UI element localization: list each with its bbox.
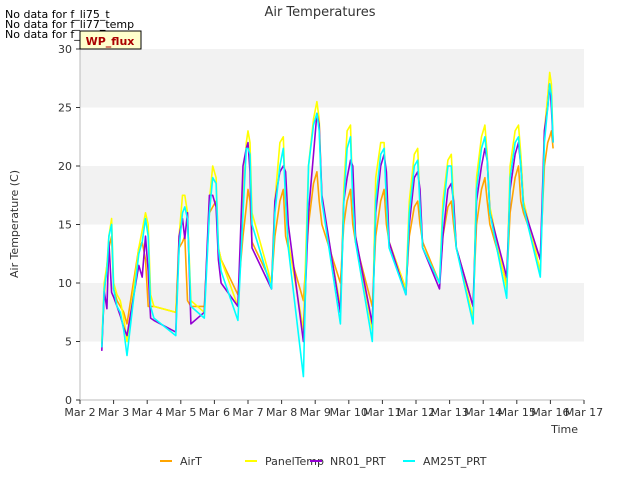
y-tick-label: 30 — [58, 43, 72, 56]
series-line-paneltemp — [101, 71, 554, 344]
x-tick-label: Mar 15 — [498, 406, 536, 419]
legend-item-nr01-prt[interactable]: NR01_PRT — [310, 455, 386, 468]
legend-item-airt[interactable]: AirT — [160, 455, 202, 468]
y-tick-label: 20 — [58, 160, 72, 173]
grid-band — [80, 341, 584, 400]
x-tick-label: Mar 5 — [165, 406, 196, 419]
y-tick-label: 25 — [58, 102, 72, 115]
x-tick-label: Mar 12 — [397, 406, 435, 419]
legend-item-am25t-prt[interactable]: AM25T_PRT — [403, 455, 487, 468]
x-tick-label: Mar 14 — [464, 406, 502, 419]
x-axis-label: Time — [550, 423, 578, 436]
legend-label: NR01_PRT — [330, 455, 386, 468]
x-tick-label: Mar 4 — [132, 406, 163, 419]
series-line-am25t-prt — [101, 83, 554, 378]
x-tick-label: Mar 11 — [363, 406, 401, 419]
grid-band — [80, 283, 584, 342]
y-tick-label: 5 — [65, 336, 72, 349]
series-line-airt — [101, 130, 554, 344]
x-tick-label: Mar 9 — [300, 406, 331, 419]
legend: AirT PanelTemp NR01_PRT AM25T_PRT — [160, 455, 487, 468]
grid-band — [80, 49, 584, 108]
legend-item-paneltemp[interactable]: PanelTemp — [245, 455, 324, 468]
legend-label: AirT — [180, 455, 202, 468]
grid-band — [80, 166, 584, 225]
y-tick-label: 10 — [58, 277, 72, 290]
no-data-notice: No data for f_li75_t — [5, 8, 110, 21]
x-tick-label: Mar 17 — [565, 406, 603, 419]
x-tick-label: Mar 7 — [232, 406, 263, 419]
x-tick-label: Mar 6 — [199, 406, 230, 419]
tooltip-label: WP_flux — [86, 35, 135, 48]
no-data-notice: No data for f_li77_temp — [5, 18, 135, 31]
x-tick-label: Mar 16 — [531, 406, 569, 419]
x-tick-label: Mar 3 — [98, 406, 129, 419]
legend-label: AM25T_PRT — [423, 455, 487, 468]
grid-band — [80, 107, 584, 166]
y-tick-label: 0 — [65, 394, 72, 407]
x-tick-label: Mar 13 — [430, 406, 468, 419]
plot-lines — [101, 71, 554, 378]
y-axis-label: Air Temperature (C) — [8, 170, 21, 278]
x-tick-label: Mar 8 — [266, 406, 297, 419]
legend-label: PanelTemp — [265, 455, 324, 468]
grid-bands — [80, 49, 584, 400]
no-data-notice: No data for f_sos — [5, 28, 98, 41]
chart-title: Air Temperatures — [264, 5, 375, 20]
x-tick-label: Mar 10 — [330, 406, 368, 419]
wp-flux-tooltip[interactable]: WP_flux — [79, 30, 142, 50]
y-tick-label: 15 — [58, 219, 72, 232]
x-tick-label: Mar 2 — [64, 406, 95, 419]
